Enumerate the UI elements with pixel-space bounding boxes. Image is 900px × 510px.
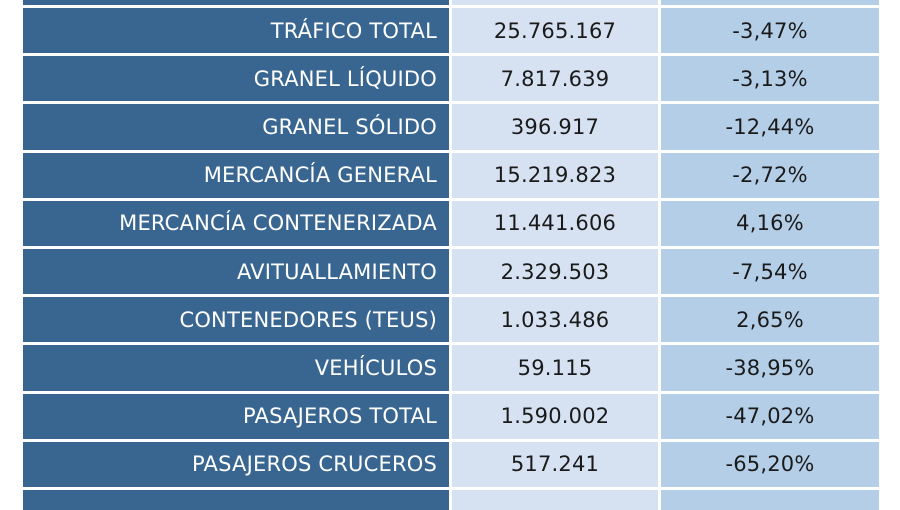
table-row: CONTENEDORES (TEUS) 1.033.486 2,65% xyxy=(23,297,879,346)
column-divider xyxy=(449,8,452,54)
table-row: MERCANCÍA CONTENERIZADA 11.441.606 4,16% xyxy=(23,200,879,249)
column-divider xyxy=(658,345,661,391)
table-row-partial-top xyxy=(23,0,879,8)
row-value: 59.115 xyxy=(452,345,658,391)
row-change: 4,16% xyxy=(661,200,879,246)
row-value: 1.590.002 xyxy=(452,393,658,439)
table-row: GRANEL SÓLIDO 396.917 -12,44% xyxy=(23,104,879,153)
column-divider xyxy=(658,152,661,198)
row-value: 517.241 xyxy=(452,441,658,487)
column-divider xyxy=(449,393,452,439)
column-divider xyxy=(658,56,661,102)
column-divider xyxy=(449,0,452,5)
table-row: AVITUALLAMIENTO 2.329.503 -7,54% xyxy=(23,248,879,298)
column-divider xyxy=(658,104,661,150)
row-change: -47,02% xyxy=(661,393,879,439)
row-change: -3,47% xyxy=(661,8,879,54)
row-change-cell xyxy=(661,489,879,510)
column-divider xyxy=(658,200,661,246)
column-divider xyxy=(449,248,452,295)
row-label-cell xyxy=(23,489,449,510)
row-change: -3,13% xyxy=(661,56,879,102)
row-value-cell xyxy=(452,489,658,510)
row-change: -38,95% xyxy=(661,345,879,391)
row-label-cell xyxy=(23,0,449,5)
table-row: TRÁFICO TOTAL 25.765.167 -3,47% xyxy=(23,8,879,57)
column-divider xyxy=(449,345,452,391)
row-change-cell xyxy=(661,0,879,5)
row-change: -12,44% xyxy=(661,104,879,150)
row-label: TRÁFICO TOTAL xyxy=(23,8,449,54)
row-value-cell xyxy=(452,0,658,5)
column-divider xyxy=(658,393,661,439)
row-value: 7.817.639 xyxy=(452,56,658,102)
column-divider xyxy=(658,489,661,510)
row-change: -65,20% xyxy=(661,441,879,487)
table-row: PASAJEROS CRUCEROS 517.241 -65,20% xyxy=(23,441,879,490)
column-divider xyxy=(658,441,661,487)
column-divider xyxy=(449,297,452,343)
column-divider xyxy=(449,489,452,510)
column-divider xyxy=(658,8,661,54)
row-change: -7,54% xyxy=(661,248,879,295)
row-label: AVITUALLAMIENTO xyxy=(23,248,449,295)
row-label: PASAJEROS TOTAL xyxy=(23,393,449,439)
row-value: 2.329.503 xyxy=(452,248,658,295)
row-value: 15.219.823 xyxy=(452,152,658,198)
row-label: VEHÍCULOS xyxy=(23,345,449,391)
column-divider xyxy=(449,200,452,246)
row-label: GRANEL LÍQUIDO xyxy=(23,56,449,102)
column-divider xyxy=(658,248,661,295)
table-row-partial-bottom xyxy=(23,489,879,510)
table-row: VEHÍCULOS 59.115 -38,95% xyxy=(23,345,879,394)
column-divider xyxy=(658,0,661,5)
row-label: MERCANCÍA CONTENERIZADA xyxy=(23,200,449,246)
table-row: PASAJEROS TOTAL 1.590.002 -47,02% xyxy=(23,393,879,442)
row-value: 1.033.486 xyxy=(452,297,658,343)
row-label: MERCANCÍA GENERAL xyxy=(23,152,449,198)
column-divider xyxy=(449,441,452,487)
row-change: -2,72% xyxy=(661,152,879,198)
column-divider xyxy=(658,297,661,343)
column-divider xyxy=(449,104,452,150)
row-value: 11.441.606 xyxy=(452,200,658,246)
traffic-table: TRÁFICO TOTAL 25.765.167 -3,47% GRANEL L… xyxy=(23,0,879,510)
row-change: 2,65% xyxy=(661,297,879,343)
column-divider xyxy=(449,56,452,102)
row-value: 25.765.167 xyxy=(452,8,658,54)
table-row: MERCANCÍA GENERAL 15.219.823 -2,72% xyxy=(23,152,879,201)
column-divider xyxy=(449,152,452,198)
row-value: 396.917 xyxy=(452,104,658,150)
table-row: GRANEL LÍQUIDO 7.817.639 -3,13% xyxy=(23,56,879,105)
row-label: GRANEL SÓLIDO xyxy=(23,104,449,150)
row-label: CONTENEDORES (TEUS) xyxy=(23,297,449,343)
row-label: PASAJEROS CRUCEROS xyxy=(23,441,449,487)
